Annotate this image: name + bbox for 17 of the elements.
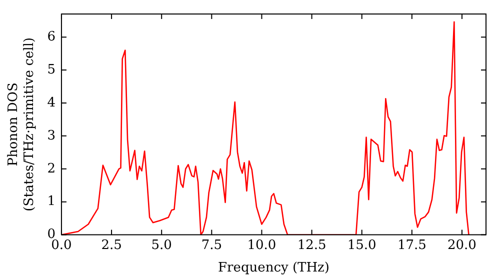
x-axis-title: Frequency (THz) <box>218 260 330 276</box>
x-tick-label: 12.5 <box>297 238 326 253</box>
y-tick-label: 3 <box>47 128 56 144</box>
y-tick-label: 5 <box>47 62 56 78</box>
y-tick-label: 4 <box>47 95 56 110</box>
x-tick-label: 2.5 <box>101 238 122 253</box>
x-tick-label: 5.0 <box>151 238 172 253</box>
y-tick-label: 1 <box>47 194 56 210</box>
x-tick-label: 17.5 <box>397 238 426 253</box>
y-tick-label: 6 <box>47 29 56 44</box>
x-tick-label: 7.5 <box>201 238 222 253</box>
x-tick-label: 20.0 <box>447 238 476 253</box>
x-tick-label: 0.0 <box>51 238 72 253</box>
y-tick-label: 2 <box>47 161 56 176</box>
x-tick-label: 15.0 <box>347 238 376 253</box>
y-axis-title: Phonon DOS (States/THz·primitive cell) <box>6 37 37 212</box>
x-tick-label: 10.0 <box>247 238 276 253</box>
